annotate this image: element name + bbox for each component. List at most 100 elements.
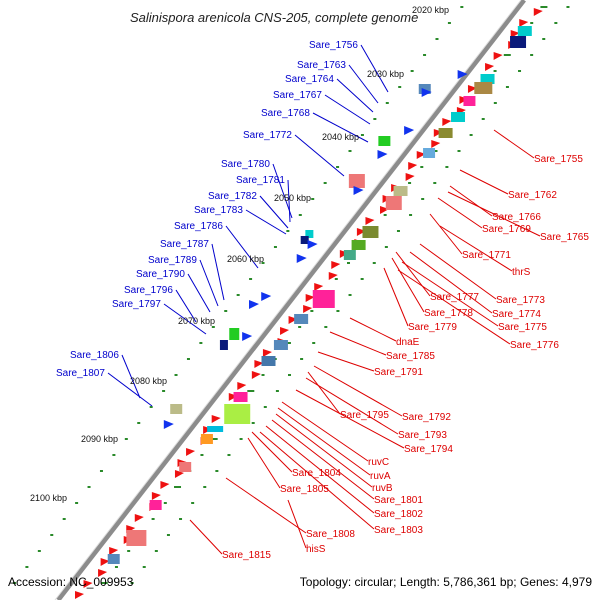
- gene-arrow[interactable]: [353, 186, 364, 195]
- gene-arrow[interactable]: [254, 360, 264, 368]
- gene-arrow[interactable]: [280, 327, 290, 335]
- gene-block[interactable]: [438, 128, 453, 138]
- gene-arrow[interactable]: [467, 85, 477, 93]
- gene-label-right[interactable]: ruvC: [368, 457, 389, 468]
- gene-label-left[interactable]: Sare_1783: [194, 205, 243, 216]
- gene-label-right[interactable]: Sare_1777: [430, 292, 479, 303]
- gene-arrow[interactable]: [242, 332, 253, 341]
- gene-label-right[interactable]: Sare_1765: [540, 232, 589, 243]
- gene-label-left[interactable]: Sare_1807: [56, 368, 105, 379]
- gene-label-right[interactable]: Sare_1792: [402, 412, 451, 423]
- gene-block[interactable]: [474, 82, 493, 94]
- gene-block[interactable]: [305, 230, 314, 238]
- gene-label-right[interactable]: Sare_1804: [292, 468, 341, 479]
- gene-label-left[interactable]: Sare_1780: [221, 159, 270, 170]
- gene-block[interactable]: [229, 328, 240, 340]
- gene-arrow[interactable]: [186, 448, 196, 456]
- gene-block[interactable]: [362, 226, 379, 238]
- gene-label-left[interactable]: Sare_1767: [273, 90, 322, 101]
- gene-arrow[interactable]: [151, 492, 161, 500]
- gene-label-left[interactable]: Sare_1782: [208, 191, 257, 202]
- gene-block[interactable]: [343, 250, 356, 260]
- gene-arrow[interactable]: [305, 294, 315, 302]
- gene-block[interactable]: [517, 26, 532, 36]
- gene-label-left[interactable]: Sare_1772: [243, 130, 292, 141]
- gene-block[interactable]: [261, 356, 276, 366]
- gene-block[interactable]: [107, 554, 120, 564]
- gene-label-right[interactable]: Sare_1793: [398, 430, 447, 441]
- gene-label-right[interactable]: Sare_1802: [374, 509, 423, 520]
- gene-label-right[interactable]: Sare_1774: [492, 309, 541, 320]
- gene-arrow[interactable]: [237, 382, 247, 390]
- gene-block[interactable]: [233, 392, 248, 402]
- gene-label-right[interactable]: Sare_1808: [306, 529, 355, 540]
- gene-label-right[interactable]: Sare_1801: [374, 495, 423, 506]
- gene-arrow[interactable]: [174, 470, 184, 478]
- gene-arrow[interactable]: [160, 481, 170, 489]
- gene-label-right[interactable]: ruvB: [372, 483, 393, 494]
- gene-arrow[interactable]: [405, 173, 415, 181]
- gene-arrow[interactable]: [307, 240, 318, 249]
- gene-arrow[interactable]: [251, 371, 261, 379]
- gene-label-left[interactable]: Sare_1790: [136, 269, 185, 280]
- gene-block[interactable]: [423, 148, 436, 158]
- gene-arrow[interactable]: [404, 126, 415, 135]
- gene-arrow[interactable]: [442, 118, 452, 126]
- gene-arrow[interactable]: [485, 63, 495, 71]
- gene-arrow[interactable]: [365, 217, 375, 225]
- gene-block[interactable]: [179, 462, 192, 472]
- gene-arrow[interactable]: [457, 70, 468, 79]
- gene-label-right[interactable]: Sare_1755: [534, 154, 583, 165]
- gene-label-right[interactable]: Sare_1779: [408, 322, 457, 333]
- gene-arrow[interactable]: [356, 228, 366, 236]
- gene-arrow[interactable]: [288, 316, 298, 324]
- gene-block[interactable]: [385, 196, 402, 210]
- gene-arrow[interactable]: [98, 569, 108, 577]
- gene-label-left[interactable]: Sare_1787: [160, 239, 209, 250]
- gene-arrow[interactable]: [314, 283, 324, 291]
- gene-label-left[interactable]: Sare_1786: [174, 221, 223, 232]
- gene-label-right[interactable]: hisS: [306, 544, 326, 555]
- gene-label-right[interactable]: Sare_1769: [482, 224, 531, 235]
- gene-label-right[interactable]: Sare_1815: [222, 550, 271, 561]
- gene-arrow[interactable]: [134, 514, 144, 522]
- gene-block[interactable]: [312, 290, 335, 308]
- gene-arrow[interactable]: [493, 52, 503, 60]
- gene-block[interactable]: [149, 500, 162, 510]
- gene-label-left[interactable]: Sare_1764: [285, 74, 334, 85]
- gene-label-left[interactable]: Sare_1797: [112, 299, 161, 310]
- gene-block[interactable]: [224, 404, 251, 424]
- gene-label-right[interactable]: dnaE: [396, 337, 420, 348]
- gene-arrow[interactable]: [163, 420, 174, 429]
- gene-arrow[interactable]: [83, 580, 93, 588]
- gene-block[interactable]: [378, 136, 391, 146]
- gene-block[interactable]: [393, 186, 408, 196]
- gene-label-right[interactable]: Sare_1795: [340, 410, 389, 421]
- gene-label-right[interactable]: Sare_1791: [374, 367, 423, 378]
- gene-block[interactable]: [207, 426, 224, 432]
- gene-arrow[interactable]: [433, 129, 443, 137]
- gene-block[interactable]: [300, 236, 309, 244]
- gene-block[interactable]: [200, 434, 213, 444]
- gene-label-left[interactable]: Sare_1796: [124, 285, 173, 296]
- gene-label-right[interactable]: Sare_1762: [508, 190, 557, 201]
- gene-label-left[interactable]: Sare_1789: [148, 255, 197, 266]
- gene-arrow[interactable]: [377, 150, 388, 159]
- gene-label-left[interactable]: Sare_1806: [70, 350, 119, 361]
- gene-label-right[interactable]: Sare_1778: [424, 308, 473, 319]
- gene-block[interactable]: [510, 36, 527, 48]
- gene-arrow[interactable]: [416, 151, 426, 159]
- gene-block[interactable]: [463, 96, 476, 106]
- gene-arrow[interactable]: [228, 393, 238, 401]
- gene-block[interactable]: [170, 404, 183, 414]
- gene-arrow[interactable]: [331, 261, 341, 269]
- gene-arrow[interactable]: [431, 140, 441, 148]
- gene-label-right[interactable]: ruvA: [370, 471, 391, 482]
- gene-label-left[interactable]: Sare_1763: [297, 60, 346, 71]
- gene-label-right[interactable]: Sare_1773: [496, 295, 545, 306]
- gene-label-right[interactable]: Sare_1805: [280, 484, 329, 495]
- gene-block[interactable]: [219, 340, 228, 350]
- gene-block[interactable]: [273, 340, 288, 350]
- gene-arrow[interactable]: [262, 349, 272, 357]
- gene-label-right[interactable]: Sare_1776: [510, 340, 559, 351]
